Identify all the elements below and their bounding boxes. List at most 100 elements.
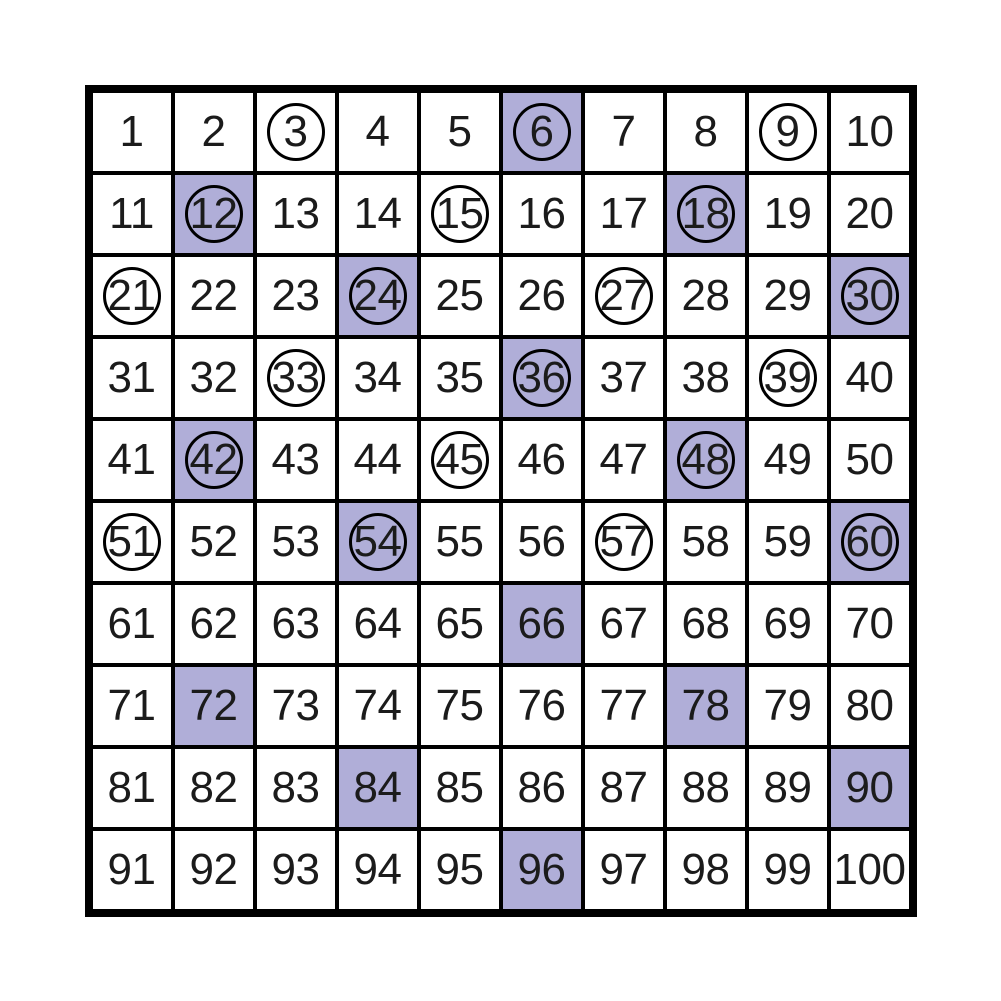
cell-5: 5 <box>419 91 501 173</box>
cell-number: 64 <box>354 599 402 649</box>
cell-number: 76 <box>518 681 566 731</box>
cell-85: 85 <box>419 747 501 829</box>
cell-52: 52 <box>173 501 255 583</box>
cell-40: 40 <box>829 337 911 419</box>
cell-number: 97 <box>600 845 648 895</box>
cell-number: 36 <box>518 353 566 403</box>
cell-number: 17 <box>600 189 648 239</box>
cell-14: 14 <box>337 173 419 255</box>
cell-43: 43 <box>255 419 337 501</box>
cell-27: 27 <box>583 255 665 337</box>
cell-number: 32 <box>190 353 238 403</box>
cell-16: 16 <box>501 173 583 255</box>
cell-32: 32 <box>173 337 255 419</box>
cell-number: 14 <box>354 189 402 239</box>
cell-number: 30 <box>846 271 894 321</box>
cell-50: 50 <box>829 419 911 501</box>
cell-number: 42 <box>190 435 238 485</box>
cell-number: 12 <box>190 189 238 239</box>
cell-number: 9 <box>776 107 800 157</box>
cell-61: 61 <box>91 583 173 665</box>
cell-number: 24 <box>354 271 402 321</box>
cell-57: 57 <box>583 501 665 583</box>
cell-78: 78 <box>665 665 747 747</box>
cell-number: 80 <box>846 681 894 731</box>
cell-number: 51 <box>108 517 156 567</box>
cell-100: 100 <box>829 829 911 911</box>
cell-number: 54 <box>354 517 402 567</box>
cell-93: 93 <box>255 829 337 911</box>
cell-number: 88 <box>682 763 730 813</box>
cell-84: 84 <box>337 747 419 829</box>
cell-number: 1 <box>120 107 144 157</box>
cell-number: 33 <box>272 353 320 403</box>
cell-41: 41 <box>91 419 173 501</box>
cell-number: 100 <box>834 845 906 895</box>
cell-6: 6 <box>501 91 583 173</box>
cell-24: 24 <box>337 255 419 337</box>
cell-36: 36 <box>501 337 583 419</box>
cell-number: 84 <box>354 763 402 813</box>
cell-88: 88 <box>665 747 747 829</box>
cell-73: 73 <box>255 665 337 747</box>
cell-number: 7 <box>612 107 636 157</box>
cell-number: 78 <box>682 681 730 731</box>
cell-number: 34 <box>354 353 402 403</box>
cell-number: 28 <box>682 271 730 321</box>
cell-number: 13 <box>272 189 320 239</box>
cell-80: 80 <box>829 665 911 747</box>
cell-79: 79 <box>747 665 829 747</box>
cell-number: 66 <box>518 599 566 649</box>
cell-number: 71 <box>108 681 156 731</box>
cell-number: 38 <box>682 353 730 403</box>
cell-number: 10 <box>846 107 894 157</box>
cell-number: 91 <box>108 845 156 895</box>
cell-18: 18 <box>665 173 747 255</box>
cell-60: 60 <box>829 501 911 583</box>
cell-15: 15 <box>419 173 501 255</box>
cell-3: 3 <box>255 91 337 173</box>
cell-number: 6 <box>530 107 554 157</box>
cell-number: 58 <box>682 517 730 567</box>
cell-38: 38 <box>665 337 747 419</box>
cell-number: 3 <box>284 107 308 157</box>
cell-4: 4 <box>337 91 419 173</box>
cell-13: 13 <box>255 173 337 255</box>
cell-number: 19 <box>764 189 812 239</box>
cell-number: 83 <box>272 763 320 813</box>
cell-number: 98 <box>682 845 730 895</box>
cell-number: 11 <box>109 189 154 239</box>
cell-number: 57 <box>600 517 648 567</box>
cell-53: 53 <box>255 501 337 583</box>
cell-75: 75 <box>419 665 501 747</box>
cell-22: 22 <box>173 255 255 337</box>
cell-23: 23 <box>255 255 337 337</box>
cell-number: 20 <box>846 189 894 239</box>
cell-number: 87 <box>600 763 648 813</box>
cell-74: 74 <box>337 665 419 747</box>
cell-number: 79 <box>764 681 812 731</box>
cell-number: 73 <box>272 681 320 731</box>
cell-number: 86 <box>518 763 566 813</box>
cell-45: 45 <box>419 419 501 501</box>
cell-89: 89 <box>747 747 829 829</box>
cell-44: 44 <box>337 419 419 501</box>
cell-86: 86 <box>501 747 583 829</box>
cell-21: 21 <box>91 255 173 337</box>
cell-7: 7 <box>583 91 665 173</box>
cell-63: 63 <box>255 583 337 665</box>
cell-54: 54 <box>337 501 419 583</box>
cell-number: 15 <box>436 189 484 239</box>
cell-48: 48 <box>665 419 747 501</box>
cell-59: 59 <box>747 501 829 583</box>
cell-2: 2 <box>173 91 255 173</box>
cell-number: 22 <box>190 271 238 321</box>
cell-82: 82 <box>173 747 255 829</box>
cell-number: 90 <box>846 763 894 813</box>
cell-56: 56 <box>501 501 583 583</box>
cell-number: 68 <box>682 599 730 649</box>
cell-69: 69 <box>747 583 829 665</box>
cell-49: 49 <box>747 419 829 501</box>
cell-number: 29 <box>764 271 812 321</box>
cell-number: 53 <box>272 517 320 567</box>
